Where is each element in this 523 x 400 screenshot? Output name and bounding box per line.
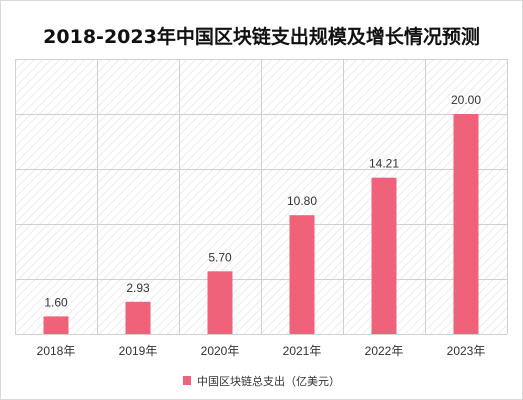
data-label: 1.60 [44, 295, 68, 309]
legend-label: 中国区块链总支出（亿美元） [197, 374, 340, 388]
bar [125, 301, 151, 334]
x-tick-label: 2019年 [119, 344, 158, 358]
chart-title: 2018-2023年中国区块链支出规模及增长情况预测 [43, 26, 480, 48]
data-label: 14.21 [369, 157, 399, 171]
data-label: 2.93 [126, 281, 150, 295]
bar [43, 316, 69, 334]
bar [453, 114, 479, 334]
x-tick-label: 2020年 [201, 344, 240, 358]
data-label: 10.80 [287, 194, 317, 208]
x-tick-label: 2018年 [37, 344, 76, 358]
bar [371, 177, 397, 334]
x-tick-label: 2023年 [447, 344, 486, 358]
legend-swatch [183, 376, 191, 385]
data-label: 20.00 [451, 93, 481, 107]
x-tick-label: 2022年 [365, 344, 404, 358]
data-label: 5.70 [208, 250, 232, 264]
bar [289, 215, 315, 334]
bar [207, 271, 233, 334]
x-tick-label: 2021年 [283, 344, 322, 358]
